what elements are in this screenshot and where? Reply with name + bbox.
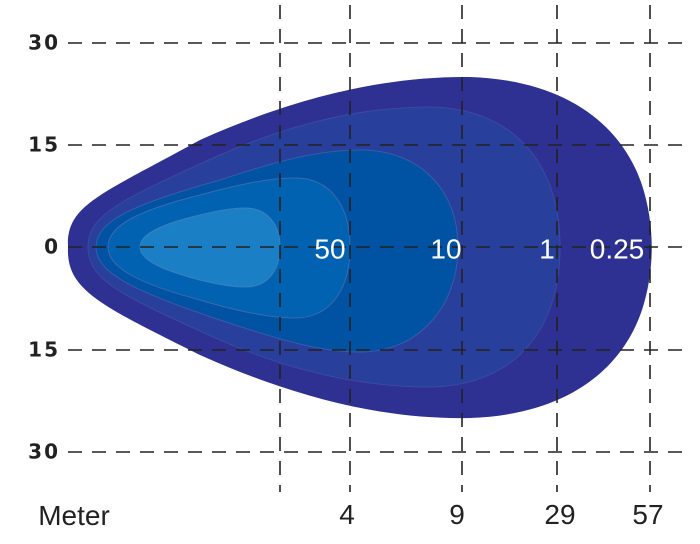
y-label: 30 [28, 440, 60, 464]
x-label: 4 [339, 499, 355, 530]
x-label: 29 [544, 499, 575, 530]
x-axis-title: Meter [38, 500, 110, 531]
y-label: 15 [28, 133, 60, 157]
x-label: 9 [449, 499, 465, 530]
y-label: 15 [28, 338, 60, 362]
contour-label: 0.25 [590, 233, 645, 264]
contour-label: 50 [314, 233, 345, 264]
y-label: 30 [28, 31, 60, 55]
contour-label: 1 [539, 233, 555, 264]
grid [68, 5, 690, 492]
x-label: 57 [632, 499, 663, 530]
y-label: 0 [44, 235, 60, 259]
contour-label: 10 [430, 233, 461, 264]
